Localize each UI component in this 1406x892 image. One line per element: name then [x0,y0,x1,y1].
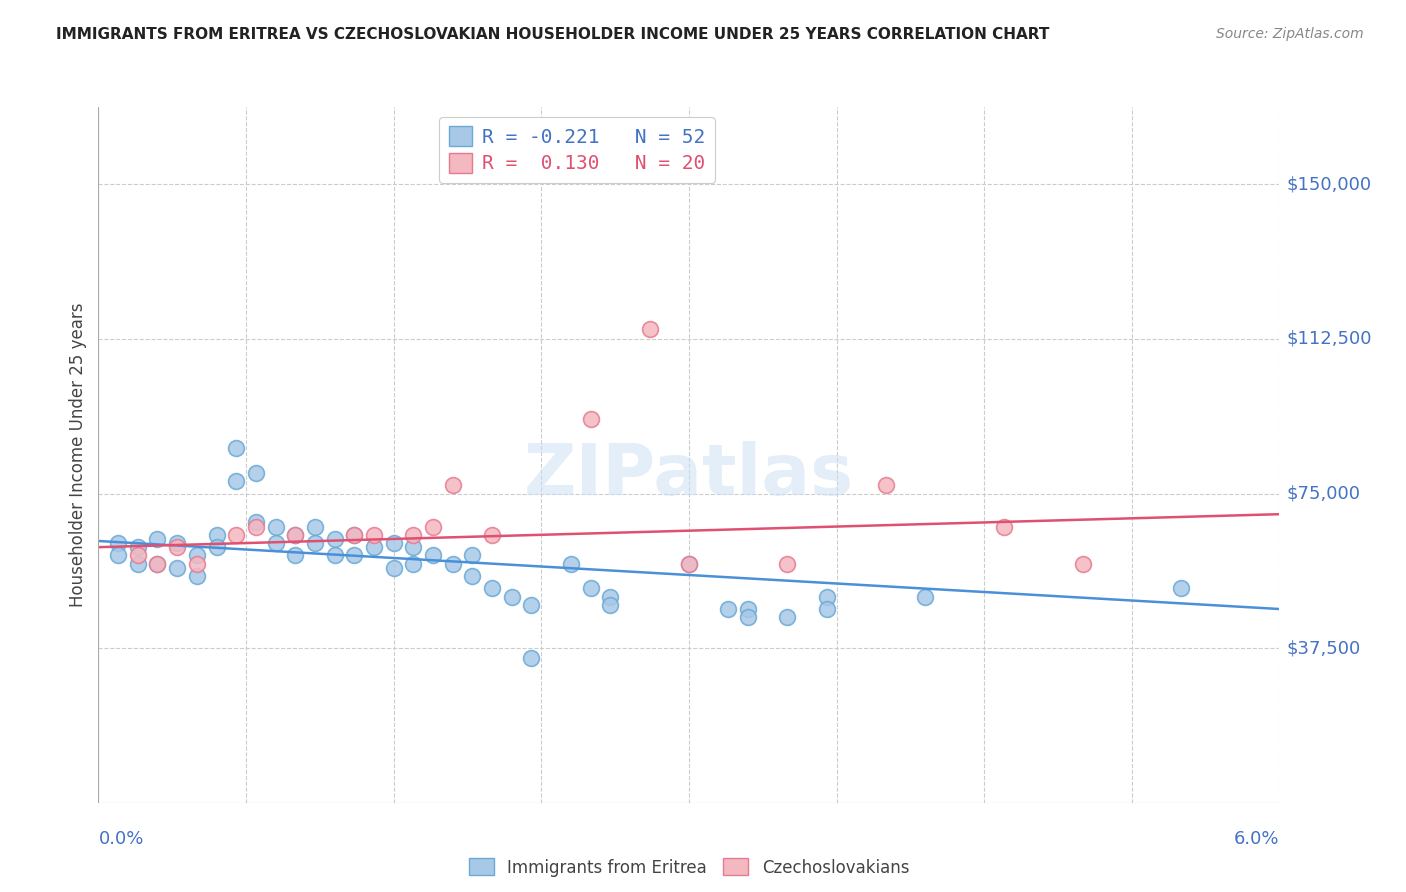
Text: $75,000: $75,000 [1286,484,1361,502]
Point [481,582,503,596]
Text: $150,000: $150,000 [1286,176,1372,194]
Point [205,540,228,554]
Point [678,557,700,571]
Point [993,519,1015,533]
Point [166,540,188,554]
Point [402,540,425,554]
Point [1071,557,1094,571]
Point [304,536,326,550]
Point [678,557,700,571]
Point [717,602,740,616]
Point [127,549,149,563]
Point [776,610,799,624]
Point [501,590,523,604]
Point [579,582,602,596]
Point [481,528,503,542]
Point [245,519,267,533]
Point [146,532,169,546]
Point [599,590,621,604]
Point [737,602,759,616]
Point [422,519,444,533]
Point [323,532,346,546]
Point [146,557,169,571]
Point [284,528,307,542]
Point [776,557,799,571]
Point [205,528,228,542]
Point [343,549,366,563]
Point [284,549,307,563]
Point [560,557,582,571]
Point [737,610,759,624]
Text: 0.0%: 0.0% [98,830,143,847]
Point [1170,582,1192,596]
Point [363,540,385,554]
Point [520,651,543,665]
Point [343,528,366,542]
Point [520,598,543,612]
Point [815,590,838,604]
Point [304,519,326,533]
Point [245,516,267,530]
Point [107,549,129,563]
Point [914,590,936,604]
Point [323,549,346,563]
Point [166,536,188,550]
Text: $112,500: $112,500 [1286,330,1372,348]
Point [166,561,188,575]
Point [441,557,464,571]
Point [402,528,425,542]
Point [264,519,287,533]
Text: $37,500: $37,500 [1286,640,1361,657]
Point [441,478,464,492]
Point [579,412,602,426]
Point [363,528,385,542]
Point [225,474,247,488]
Point [127,557,149,571]
Point [638,321,661,335]
Point [245,466,267,480]
Point [343,528,366,542]
Point [225,441,247,455]
Text: IMMIGRANTS FROM ERITREA VS CZECHOSLOVAKIAN HOUSEHOLDER INCOME UNDER 25 YEARS COR: IMMIGRANTS FROM ERITREA VS CZECHOSLOVAKI… [56,27,1050,42]
Point [186,569,208,583]
Point [402,557,425,571]
Text: ZIPatlas: ZIPatlas [524,442,853,510]
Point [186,549,208,563]
Point [815,602,838,616]
Point [264,536,287,550]
Text: 6.0%: 6.0% [1234,830,1279,847]
Text: Source: ZipAtlas.com: Source: ZipAtlas.com [1216,27,1364,41]
Point [382,561,405,575]
Point [284,528,307,542]
Point [461,549,484,563]
Point [422,549,444,563]
Point [382,536,405,550]
Point [127,540,149,554]
Point [225,528,247,542]
Point [461,569,484,583]
Point [599,598,621,612]
Point [146,557,169,571]
Point [186,557,208,571]
Legend: Immigrants from Eritrea, Czechoslovakians: Immigrants from Eritrea, Czechoslovakian… [460,850,918,885]
Y-axis label: Householder Income Under 25 years: Householder Income Under 25 years [69,302,87,607]
Point [107,536,129,550]
Point [875,478,897,492]
